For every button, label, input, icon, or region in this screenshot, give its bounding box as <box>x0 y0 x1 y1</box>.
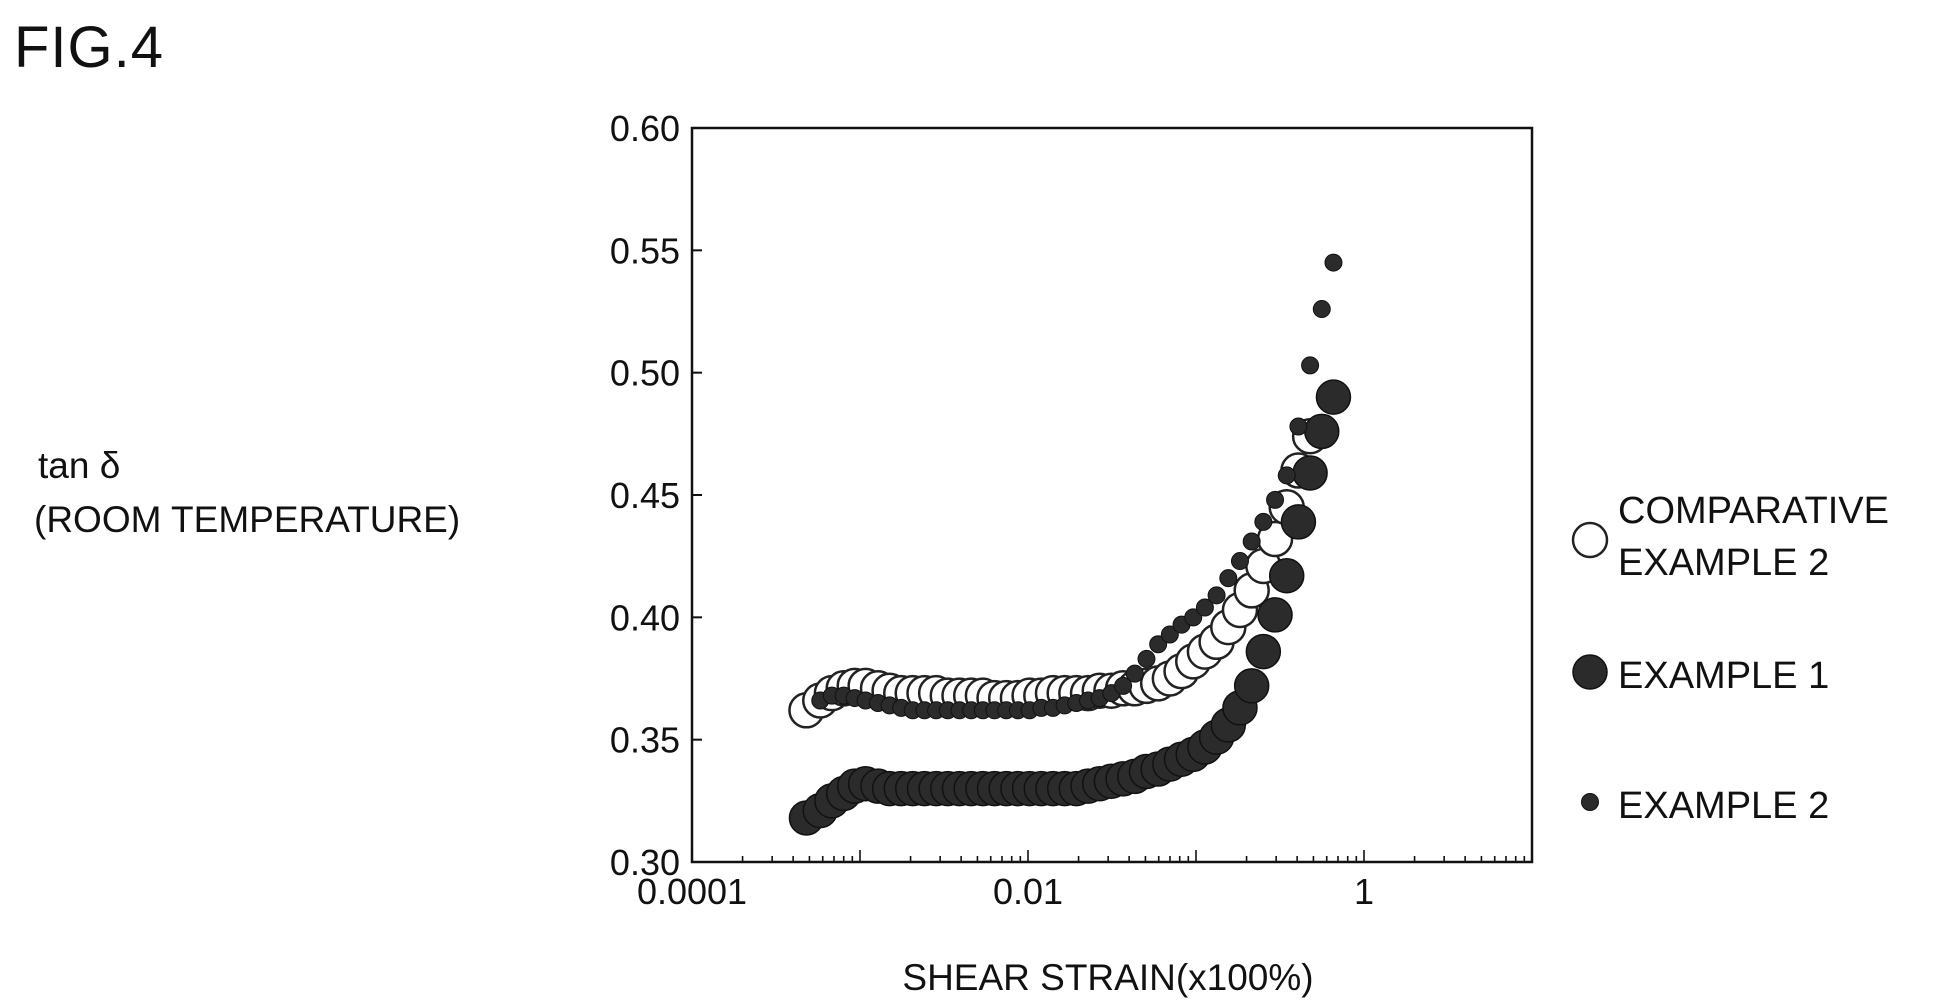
data-point <box>1245 633 1282 670</box>
data-point <box>1149 635 1168 654</box>
data-point <box>1301 356 1320 375</box>
figure-label: FIG.4 <box>14 15 165 80</box>
x-axis-title: SHEAR STRAIN(x100%) <box>902 957 1313 998</box>
data-point <box>1184 608 1203 627</box>
x-tick-label: 0.0001 <box>637 871 747 912</box>
y-tick-label: 0.55 <box>610 230 680 271</box>
data-point <box>1280 504 1317 540</box>
data-point <box>1292 455 1328 491</box>
y-tick-label: 0.35 <box>610 720 680 761</box>
data-point <box>1277 466 1296 485</box>
data-point <box>1324 253 1343 272</box>
legend-marker <box>1572 654 1608 690</box>
y-tick-label: 0.40 <box>610 597 680 638</box>
data-point <box>1312 300 1331 319</box>
series-2 <box>788 379 1352 836</box>
data-point <box>1207 586 1226 605</box>
data-point <box>1268 557 1305 594</box>
data-point <box>1160 625 1179 644</box>
data-point <box>1219 569 1238 588</box>
data-point <box>1233 668 1270 704</box>
y-tick-label: 0.30 <box>610 842 680 883</box>
data-point <box>1315 379 1352 415</box>
x-tick-label: 0.01 <box>993 871 1063 912</box>
y-tick-label: 0.50 <box>610 353 680 394</box>
data-point <box>1114 676 1133 695</box>
data-point <box>1254 512 1273 531</box>
data-point <box>1266 490 1285 509</box>
series-3 <box>811 253 1343 720</box>
plot-area <box>690 126 1534 864</box>
y-axis-title-line: (ROOM TEMPERATURE) <box>34 499 460 540</box>
data-point <box>1230 552 1249 571</box>
legend: COMPARATIVE EXAMPLE 2 EXAMPLE 1 EXAMPLE 2 <box>1571 490 1889 827</box>
legend-label: COMPARATIVE <box>1618 490 1889 532</box>
data-point <box>1257 597 1293 633</box>
x-tick-label: 1 <box>1354 871 1374 912</box>
y-tick-label: 0.45 <box>610 475 680 516</box>
y-tick-label: 0.60 <box>610 108 680 149</box>
y-axis-title: tan δ (ROOM TEMPERATURE) <box>34 445 460 540</box>
data-point <box>1304 413 1340 450</box>
legend-marker <box>1571 521 1609 559</box>
data-point <box>1242 532 1261 551</box>
data-point <box>1125 664 1144 683</box>
legend-label: EXAMPLE 1 <box>1618 655 1829 697</box>
legend-marker <box>1581 793 1599 811</box>
data-point <box>1195 598 1214 617</box>
data-point <box>1137 649 1156 668</box>
data-point <box>1289 417 1308 436</box>
legend-label: EXAMPLE 2 <box>1618 785 1829 827</box>
legend-label: EXAMPLE 2 <box>1618 542 1829 584</box>
y-axis-title-line: tan δ <box>38 445 120 486</box>
